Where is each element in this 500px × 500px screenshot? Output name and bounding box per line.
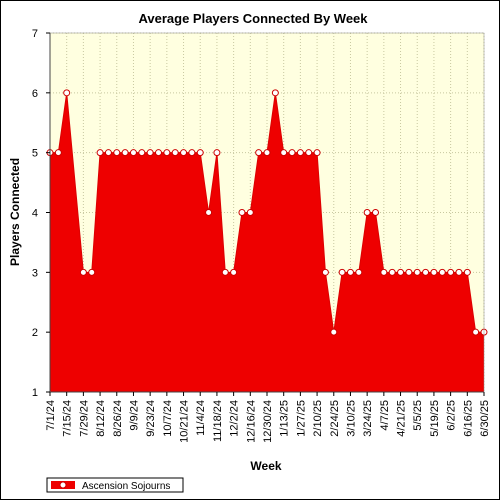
x-tick-label: 10/21/24 [179,400,191,443]
data-point [96,149,104,157]
x-tick-label: 7/29/24 [78,400,90,437]
data-point [455,268,463,276]
data-point [447,268,455,276]
data-point [54,149,62,157]
data-point [146,149,154,157]
x-tick-label: 1/27/25 [295,400,307,437]
series-area [50,92,484,392]
data-point [355,268,363,276]
y-tick-label: 6 [32,88,38,100]
x-tick-label: 3/10/25 [345,400,357,437]
x-tick-label: 8/26/24 [112,400,124,437]
data-point [271,89,279,97]
y-tick-label: 7 [32,28,38,40]
x-tick-label: 9/23/24 [145,400,157,437]
data-point [263,149,271,157]
y-axis-title: Players Connected [8,158,22,266]
y-tick-label: 4 [32,208,38,220]
data-point [430,268,438,276]
data-point [171,149,179,157]
data-point [155,149,162,157]
data-point [205,209,213,216]
data-point [438,268,446,276]
legend-box [46,477,184,493]
data-point [397,268,405,276]
y-tick-label: 5 [32,148,38,160]
y-tick-label: 1 [32,387,38,399]
y-tick-label: 2 [32,327,38,339]
data-point [138,149,146,157]
data-point [280,149,288,157]
data-point [321,268,329,276]
legend-marker [59,481,67,489]
data-point [238,209,246,216]
chart-title: Average Players Connected By Week [138,11,368,26]
x-axis-title: Week [250,459,281,473]
data-point [63,89,71,97]
data-point [129,149,137,157]
data-point [213,149,221,157]
data-point [196,149,204,157]
data-point [472,328,480,336]
x-tick-label: 5/5/25 [412,400,424,431]
x-tick-label: 2/24/25 [329,400,341,437]
data-point [296,149,304,157]
data-point [313,149,321,157]
data-point [113,149,121,157]
data-point [163,149,171,157]
data-point [188,149,196,157]
y-tick-label: 3 [32,267,38,279]
x-tick-label: 12/2/24 [229,400,241,437]
x-tick-label: 11/4/24 [195,400,207,436]
data-point [246,209,254,216]
data-point [363,209,371,216]
x-tick-label: 11/18/24 [212,400,224,442]
x-tick-label: 9/9/24 [128,400,140,431]
data-point [288,149,296,157]
x-tick-label: 7/1/24 [45,400,57,431]
legend-label: Ascension Sojourns [82,481,170,492]
x-tick-label: 4/21/25 [396,400,408,437]
data-point [88,268,96,276]
data-point [121,149,129,157]
data-point [104,149,112,157]
data-point [338,268,346,276]
x-tick-label: 12/30/24 [262,400,274,443]
data-point [422,268,430,276]
data-point [330,328,338,336]
data-point [380,268,388,276]
data-point [405,268,413,276]
x-tick-label: 4/7/25 [379,400,391,431]
legend: Ascension Sojourns [46,477,184,493]
x-tick-label: 5/19/25 [429,400,441,437]
data-point [230,268,238,276]
x-tick-label: 3/24/25 [362,400,374,437]
data-point [305,149,313,157]
x-tick-label: 6/2/25 [446,400,458,431]
x-tick-label: 2/10/25 [312,400,324,437]
data-point [388,268,396,276]
data-point [255,149,263,157]
data-point [346,268,354,276]
data-point [413,268,421,276]
x-tick-label: 6/30/25 [479,400,491,437]
x-tick-label: 12/16/24 [245,400,257,443]
data-point [372,209,379,216]
x-tick-label: 7/15/24 [62,400,74,437]
data-point [463,268,471,276]
x-tick-label: 1/13/25 [279,400,291,437]
x-tick-label: 6/16/25 [462,400,474,437]
data-point [221,268,229,276]
x-tick-label: 8/12/24 [95,400,107,437]
data-point [180,149,188,157]
x-tick-label: 10/7/24 [162,400,174,437]
data-point [79,268,87,276]
